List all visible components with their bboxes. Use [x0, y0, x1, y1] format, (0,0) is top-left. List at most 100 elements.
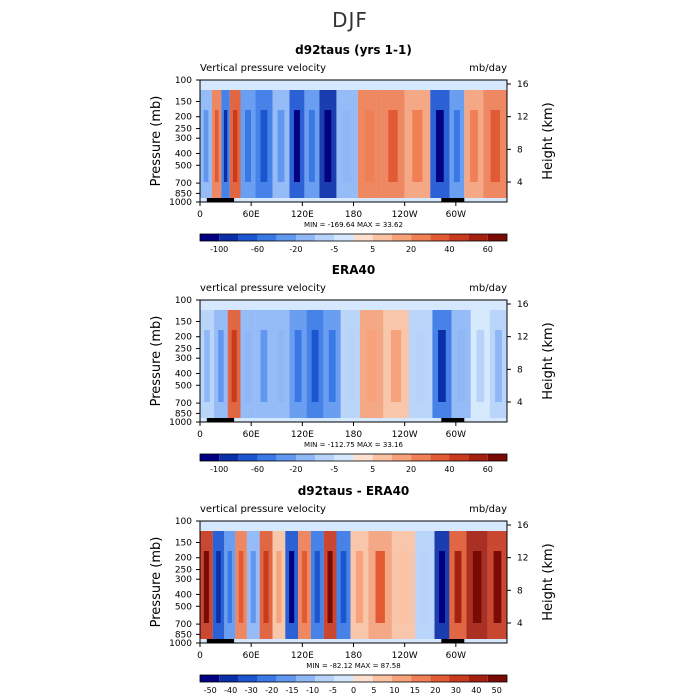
chart-panel-1: ERA40 vertical pressure velocity mb/day 100…: [149, 263, 556, 474]
colorbar-swatch: [276, 234, 296, 241]
y-tick-label: 300: [175, 575, 192, 585]
colorbar-label: 20: [406, 465, 416, 474]
panel-title: d92taus - ERA40: [298, 484, 410, 498]
colorbar-swatch: [487, 454, 507, 461]
contour-core: [311, 330, 319, 402]
y-tick-label: 400: [175, 590, 192, 600]
y2-tick-label: 4: [517, 619, 523, 629]
contour-core: [391, 330, 402, 402]
y-tick-label: 150: [175, 97, 192, 107]
contour-core: [472, 551, 482, 623]
colorbar-swatch: [219, 234, 239, 241]
topography-mask: [441, 639, 465, 643]
left-string: vertical pressure velocity: [200, 283, 326, 294]
topography-mask: [441, 418, 465, 422]
y-tick-label: 850: [175, 189, 192, 199]
contour-core: [203, 551, 209, 623]
colorbar-label: 5: [370, 245, 375, 254]
y-tick-label: 1000: [169, 639, 192, 649]
contour-core: [301, 551, 307, 623]
colorbar-label: 0: [351, 686, 356, 695]
y2-tick-label: 8: [517, 145, 523, 155]
colorbar-label: 10: [389, 686, 399, 695]
colorbar-label: -100: [210, 465, 228, 474]
colorbar-swatch: [257, 234, 277, 241]
colorbar-swatch: [334, 234, 354, 241]
colorbar-label: -60: [251, 245, 264, 254]
y-tick-label: 100: [175, 76, 192, 86]
topography-mask: [206, 639, 235, 643]
colorbar-swatch: [295, 675, 316, 682]
contour-core: [416, 330, 426, 402]
y2-tick-label: 4: [517, 398, 523, 408]
colorbar-label: -30: [245, 686, 258, 695]
contour-core: [277, 110, 285, 182]
y2-tick-label: 16: [517, 300, 529, 310]
colorbar-swatch: [353, 675, 373, 682]
contour-core: [439, 551, 445, 623]
y-tick-label: 250: [175, 345, 192, 355]
colorbar-swatch: [219, 454, 239, 461]
contour-core: [355, 551, 364, 623]
chart-panel-2: d92taus - ERA40 vertical pressure velocit…: [149, 484, 556, 695]
y-tick-label: 700: [175, 399, 192, 409]
x-tick-label: 0: [197, 651, 203, 661]
colorbar-label: -5: [330, 245, 338, 254]
contour-core: [436, 110, 444, 182]
colorbar-label: 50: [492, 686, 502, 695]
colorbar-swatch: [295, 454, 316, 461]
y-tick-label: 200: [175, 554, 192, 564]
x-tick-label: 60E: [243, 430, 260, 440]
y-tick-label: 500: [175, 602, 192, 612]
colorbar-label: 40: [471, 686, 481, 695]
contour-core: [457, 330, 465, 402]
colorbar-swatch: [372, 454, 392, 461]
x-tick-label: 60W: [446, 651, 466, 661]
contour-core: [327, 551, 333, 623]
y-tick-label: 850: [175, 409, 192, 419]
y-tick-label: 400: [175, 149, 192, 159]
colorbar-label: 15: [410, 686, 420, 695]
colorbar-label: -50: [204, 686, 217, 695]
colorbar-swatch: [468, 234, 488, 241]
contour-core: [250, 551, 256, 623]
colorbar-swatch: [411, 234, 431, 241]
colorbar-swatch: [238, 454, 258, 461]
colorbar-label: 30: [451, 686, 461, 695]
colorbar-label: 5: [370, 465, 375, 474]
colorbar-swatch: [449, 234, 469, 241]
y-tick-label: 700: [175, 179, 192, 189]
colorbar-swatch: [430, 675, 450, 682]
contour-core: [340, 551, 347, 623]
colorbar-swatch: [200, 454, 220, 461]
colorbar-swatch: [391, 675, 412, 682]
y-axis-label: Pressure (mb): [149, 537, 164, 628]
panel-title: ERA40: [332, 263, 375, 277]
contour-core: [294, 330, 302, 402]
contour-core: [493, 551, 502, 623]
contour-core: [375, 551, 385, 623]
x-tick-label: 120E: [291, 430, 314, 440]
left-string: Vertical pressure velocity: [200, 63, 326, 74]
contour-core: [294, 110, 300, 182]
contour-core: [216, 551, 221, 623]
colorbar-swatch: [449, 454, 469, 461]
y-tick-label: 300: [175, 134, 192, 144]
contour-core: [412, 110, 423, 182]
y2-axis-label: Height (km): [541, 102, 556, 179]
right-string: mb/day: [469, 283, 507, 294]
contour-core: [398, 551, 409, 623]
colorbar-label: -100: [210, 245, 228, 254]
colorbar-label: 20: [406, 245, 416, 254]
y2-axis-label: Height (km): [541, 322, 556, 399]
y-tick-label: 400: [175, 369, 192, 379]
colorbar-swatch: [487, 234, 507, 241]
y-tick-label: 500: [175, 161, 192, 171]
colorbar-swatch: [372, 675, 392, 682]
colorbar-label: 20: [430, 686, 440, 695]
colorbar-label: -40: [224, 686, 237, 695]
colorbar-swatch: [391, 234, 412, 241]
colorbar-frame: [199, 453, 508, 462]
colorbar-swatch: [200, 234, 220, 241]
colorbar-label: 40: [444, 465, 454, 474]
